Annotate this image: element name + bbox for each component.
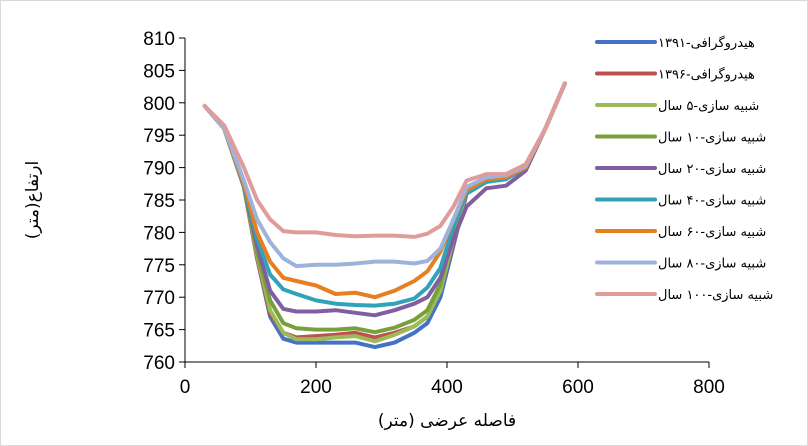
axes: 760 765 770 775 780 785 790 795 800 805 810 0 200 400…: [143, 29, 725, 398]
x-tick-label: 600: [562, 377, 594, 398]
series-line-2: [202, 81, 567, 340]
series-line-9: [202, 81, 567, 239]
y-tick-label: 760: [143, 353, 175, 374]
legend-label-5: شبیه سازی-۲۰ سال: [658, 162, 766, 177]
y-tick-label: 800: [143, 94, 175, 115]
legend-label-8: شبیه سازی-۸۰ سال: [658, 257, 766, 272]
x-tick-label: 0: [180, 377, 191, 398]
x-axis-title: فاصله عرضی (متر): [378, 411, 516, 431]
series-line-8: [202, 81, 567, 269]
y-tick-label: 780: [143, 223, 175, 244]
y-axis-title: ارتفاع(متر): [23, 161, 43, 239]
series-line-5: [202, 81, 567, 318]
y-tick-label: 795: [143, 126, 175, 147]
plot-area: [202, 81, 567, 350]
series-line-1: [202, 81, 567, 350]
legend-label-9: شبیه سازی-۱۰۰ سال: [658, 288, 773, 303]
y-tick-label: 775: [143, 256, 175, 277]
series-line-6: [202, 81, 567, 308]
x-tick-label: 400: [431, 377, 463, 398]
legend-label-3: شبیه سازی-۵ سال: [658, 99, 759, 114]
legend-label-1: هیدروگرافی-۱۳۹۱: [658, 35, 755, 51]
y-tick-label: 810: [143, 29, 175, 50]
legend-label-6: شبیه سازی-۴۰ سال: [658, 194, 766, 209]
series-line-3: [202, 81, 567, 344]
y-tick-label: 785: [143, 191, 175, 212]
legend-label-7: شبیه سازی-۶۰ سال: [658, 225, 766, 240]
y-tick-label: 805: [143, 61, 175, 82]
y-tick-label: 790: [143, 159, 175, 180]
y-tick-label: 770: [143, 288, 175, 309]
legend-label-4: شبیه سازی-۱۰ سال: [658, 131, 766, 146]
y-tick-label: 765: [143, 321, 175, 342]
x-tick-label: 200: [300, 377, 332, 398]
legend: هیدروگرافی-۱۳۹۱ هیدروگرافی-۱۳۹۶ شبیه سازی-…: [595, 35, 773, 303]
x-tick-label: 800: [693, 377, 725, 398]
legend-label-2: هیدروگرافی-۱۳۹۶: [658, 67, 755, 83]
